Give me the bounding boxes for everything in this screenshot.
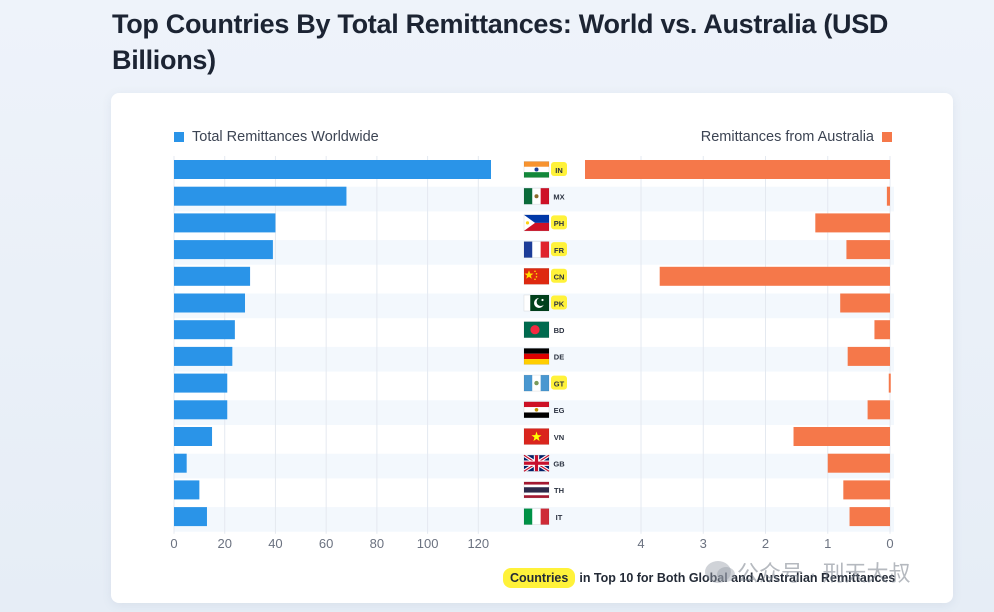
country-highlight-pk: [551, 295, 567, 310]
bar-world-mx: [174, 186, 347, 206]
country-code-ph: PH: [554, 219, 564, 228]
x-tick-left: 120: [467, 536, 489, 551]
x-tick-left: 40: [268, 536, 282, 551]
bar-world-de: [174, 346, 233, 366]
country-highlight-fr: [551, 242, 567, 257]
flag-it-icon: [523, 508, 550, 525]
country-code-vn: VN: [554, 433, 564, 442]
bar-australia-pk: [840, 293, 890, 313]
country-highlight-gt: [551, 375, 567, 390]
legend-swatch-australia: [882, 132, 892, 142]
bar-australia-it: [849, 507, 890, 527]
bar-world-ph: [174, 213, 276, 233]
x-tick-right: 4: [637, 536, 644, 551]
country-code-gt: GT: [554, 379, 565, 388]
country-code-in: IN: [555, 166, 563, 175]
bar-australia-gt: [888, 373, 891, 393]
x-tick-right: 3: [700, 536, 707, 551]
bar-world-cn: [174, 266, 251, 286]
bar-world-bd: [174, 320, 235, 340]
wechat-logo-icon: [705, 561, 735, 583]
flag-vn-icon: [523, 428, 550, 445]
x-tick-left: 20: [217, 536, 231, 551]
bar-australia-de: [847, 346, 890, 366]
flag-ph-icon: [523, 214, 550, 232]
bar-world-it: [174, 507, 207, 527]
bar-australia-fr: [846, 240, 890, 260]
country-code-th: TH: [554, 486, 564, 495]
legend-australia: Remittances from Australia: [701, 129, 892, 145]
flag-eg-icon: [523, 401, 550, 419]
flag-gt-icon: [523, 374, 550, 392]
bar-australia-vn: [793, 427, 890, 446]
legend-label-australia: Remittances from Australia: [700, 129, 874, 145]
legend-worldwide: Total Remittances Worldwide: [174, 129, 379, 145]
legend-swatch-worldwide: [174, 132, 184, 142]
x-tick-right: 0: [886, 536, 893, 551]
country-code-de: DE: [554, 353, 564, 362]
bar-australia-bd: [874, 320, 890, 340]
bar-world-th: [174, 480, 200, 500]
x-tick-left: 100: [417, 536, 439, 551]
footnote-text: in Top 10 for Both Global and Australian…: [579, 571, 896, 585]
flag-th-icon: [523, 481, 550, 499]
bar-world-eg: [174, 400, 228, 420]
x-tick-left: 80: [370, 536, 384, 551]
country-highlight-in: [551, 162, 567, 176]
x-tick-left: 0: [170, 536, 177, 551]
bar-world-gb: [174, 453, 187, 473]
bar-australia-gb: [827, 453, 890, 473]
flag-bd-icon: [523, 321, 550, 339]
flag-in-icon: [523, 161, 550, 178]
chart-title: Top Countries By Total Remittances: Worl…: [112, 9, 889, 75]
country-highlight-cn: [551, 268, 567, 283]
x-tick-right: 1: [824, 536, 831, 551]
flag-mx-icon: [523, 187, 550, 205]
country-code-fr: FR: [554, 246, 565, 255]
bar-world-fr: [174, 240, 273, 260]
bar-australia-eg: [867, 400, 890, 420]
bar-world-vn: [174, 427, 213, 446]
flag-gb-icon: [523, 453, 550, 473]
bar-world-gt: [174, 373, 228, 393]
country-code-pk: PK: [554, 299, 565, 308]
country-code-eg: EG: [554, 406, 565, 415]
country-code-mx: MX: [553, 193, 564, 202]
country-code-it: IT: [556, 513, 563, 522]
bar-australia-cn: [659, 266, 890, 286]
flag-cn-icon: [523, 267, 550, 285]
flag-fr-icon: [523, 241, 550, 258]
country-code-bd: BD: [554, 326, 565, 335]
flag-de-icon: [523, 348, 550, 365]
footnote-highlight: Countries: [503, 568, 576, 588]
bar-world-pk: [174, 293, 246, 313]
country-highlight-ph: [551, 215, 567, 230]
country-code-gb: GB: [553, 460, 565, 469]
flag-pk-icon: [523, 294, 550, 312]
x-tick-right: 2: [762, 536, 769, 551]
country-code-cn: CN: [554, 273, 565, 282]
footnote: Countries in Top 10 for Both Global and …: [503, 568, 895, 588]
bar-world-in: [174, 160, 491, 179]
legend-label-worldwide: Total Remittances Worldwide: [192, 129, 379, 145]
bar-australia-ph: [815, 213, 890, 233]
watermark-text: 公众号 · 刑天大叔: [737, 561, 911, 586]
x-tick-left: 60: [319, 536, 333, 551]
bar-australia-th: [843, 480, 890, 500]
watermark: 公众号 · 刑天大叔: [705, 556, 911, 588]
bar-australia-mx: [886, 186, 890, 206]
bar-australia-in: [585, 160, 890, 179]
